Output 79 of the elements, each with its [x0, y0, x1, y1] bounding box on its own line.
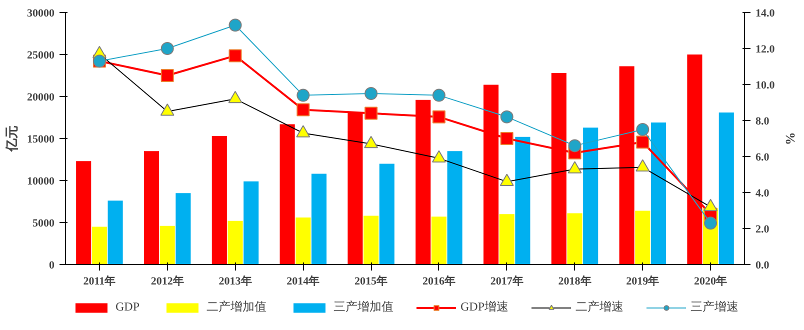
bar: [160, 226, 175, 264]
x-tick-label: 2013年: [218, 274, 252, 288]
y-tick-label: 5000: [32, 218, 55, 230]
y2-tick-label: 14.0: [756, 8, 776, 20]
legend-label: 二产增加值: [206, 298, 266, 316]
x-tick-label: 2020年: [694, 274, 728, 288]
bar: [364, 216, 379, 264]
bar: [431, 216, 446, 264]
point: [568, 139, 582, 152]
y2-tick-label: 2.0: [756, 224, 770, 236]
bar: [92, 226, 107, 264]
x-tick-label: 2018年: [558, 274, 592, 288]
bar: [296, 217, 311, 264]
point: [228, 18, 242, 32]
point: [296, 103, 310, 116]
y2-tick-label: 0.0: [756, 260, 770, 272]
y-tick-label: 30000: [27, 8, 55, 20]
y-axis-title: 亿元: [4, 126, 19, 152]
bar: [650, 122, 666, 264]
y2-tick-label: 4.0: [756, 188, 770, 200]
point: [432, 88, 446, 102]
point: [500, 132, 514, 145]
point: [636, 159, 650, 172]
point: [364, 136, 378, 148]
y2-tick-label: 6.0: [756, 152, 770, 164]
point: [568, 161, 582, 174]
bar: [515, 136, 530, 264]
x-tick-label: 2017年: [490, 274, 524, 288]
bar: [499, 214, 514, 264]
point: [160, 42, 174, 55]
y2-tick-label: 12.0: [756, 44, 776, 56]
point: [432, 150, 446, 163]
bar: [212, 136, 227, 264]
legend-label: GDP: [115, 300, 140, 314]
point: [432, 110, 446, 124]
y2-tick-label: 8.0: [756, 116, 770, 128]
bar: [635, 210, 650, 264]
point: [364, 106, 378, 120]
legend-label: GDP增速: [460, 298, 509, 316]
point: [296, 125, 310, 138]
point: [160, 69, 174, 82]
legend-label: 三产增加值: [334, 298, 394, 316]
x-tick-label: 2019年: [626, 274, 660, 288]
legend-label: 二产增速: [576, 298, 624, 316]
bar: [447, 151, 462, 264]
bar: [244, 181, 259, 264]
bar: [176, 193, 191, 264]
y-tick-label: 15000: [27, 134, 55, 146]
y-tick-label: 20000: [27, 92, 55, 104]
y-tick-label: 10000: [27, 176, 55, 188]
bar: [76, 161, 92, 264]
bar: [228, 220, 243, 264]
point: [704, 198, 718, 212]
bar: [567, 213, 582, 264]
y2-axis-title: %: [782, 132, 798, 145]
bar: [108, 200, 123, 264]
point: [228, 49, 242, 62]
point: [500, 110, 514, 124]
bar: [583, 128, 598, 264]
legend-label: 三产增速: [690, 298, 739, 316]
bar: [311, 174, 327, 264]
bar: [379, 164, 394, 264]
point: [500, 174, 514, 186]
point: [704, 216, 718, 230]
bar: [144, 151, 160, 264]
y2-tick-label: 10.0: [756, 80, 776, 92]
y-tick-label: 25000: [27, 50, 55, 62]
x-tick-label: 2014年: [286, 274, 320, 288]
x-tick-label: 2012年: [150, 274, 184, 288]
x-tick-label: 2011年: [83, 274, 116, 288]
bar: [718, 112, 734, 264]
x-tick-label: 2016年: [422, 274, 456, 288]
x-tick-label: 2015年: [354, 274, 388, 288]
point: [296, 88, 310, 102]
point: [636, 136, 650, 149]
y-tick-label: 0: [49, 260, 55, 272]
point: [364, 87, 378, 100]
bar: [280, 124, 295, 264]
point: [636, 123, 650, 136]
